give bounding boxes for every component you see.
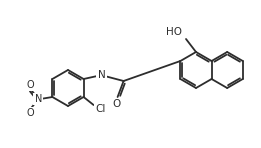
Text: HO: HO [166,27,182,37]
Text: O: O [27,80,34,90]
Text: N: N [98,70,105,80]
Text: N: N [35,94,42,104]
Text: Cl: Cl [96,104,106,114]
Text: O: O [112,99,121,109]
Text: O: O [27,108,34,118]
